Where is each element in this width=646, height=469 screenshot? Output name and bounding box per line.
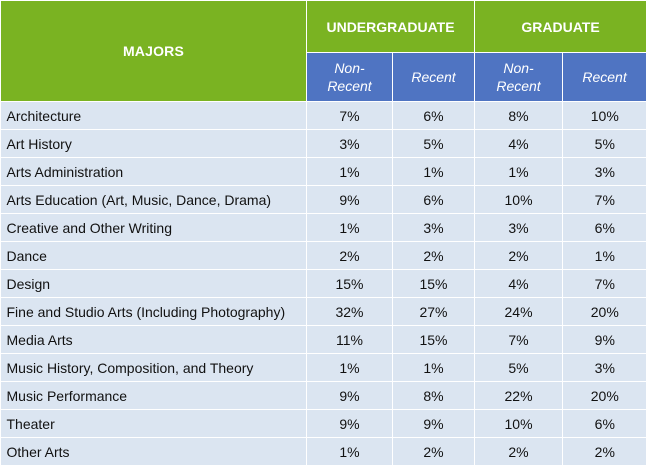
- table-row: Arts Education (Art, Music, Dance, Drama…: [0, 185, 646, 214]
- ug-recent-cell: 9%: [391, 409, 475, 438]
- grad-non-recent-header: Non- Recent: [474, 52, 564, 102]
- table-body: Architecture 7% 6% 8% 10% Art History 3%…: [0, 101, 646, 466]
- ug-non-recent-cell: 7%: [306, 101, 393, 130]
- ug-recent-cell: 5%: [391, 129, 475, 158]
- grad-recent-label: Recent: [582, 69, 627, 85]
- table-row: Fine and Studio Arts (Including Photogra…: [0, 297, 646, 326]
- grad-non-recent-cell: 3%: [474, 213, 563, 242]
- ug-recent-header: Recent: [391, 52, 476, 102]
- ug-recent-cell: 2%: [391, 241, 475, 270]
- ug-non-recent-cell: 11%: [306, 325, 393, 354]
- grad-recent-cell: 7%: [562, 185, 646, 214]
- ug-non-recent-header: Non- Recent: [306, 52, 393, 102]
- major-name-cell: Art History: [0, 129, 307, 158]
- grad-non-recent-cell: 22%: [474, 381, 563, 410]
- majors-column-header: MAJORS: [0, 0, 307, 102]
- grad-non-recent-cell: 2%: [474, 437, 563, 466]
- ug-non-recent-cell: 3%: [306, 129, 393, 158]
- table-row: Art History 3% 5% 4% 5%: [0, 129, 646, 158]
- table-row: Other Arts 1% 2% 2% 2%: [0, 437, 646, 466]
- header-row-groups: MAJORS UNDERGRADUATE GRADUATE: [0, 0, 646, 102]
- ug-non-recent-cell: 32%: [306, 297, 393, 326]
- major-name-cell: Dance: [0, 241, 307, 270]
- grad-non-recent-cell: 24%: [474, 297, 563, 326]
- table-row: Arts Administration 1% 1% 1% 3%: [0, 157, 646, 186]
- ug-recent-cell: 15%: [391, 269, 475, 298]
- grad-non-recent-cell: 10%: [474, 185, 563, 214]
- major-name-cell: Arts Administration: [0, 157, 307, 186]
- ug-non-recent-cell: 9%: [306, 409, 393, 438]
- major-name-cell: Media Arts: [0, 325, 307, 354]
- grad-non-recent-cell: 2%: [474, 241, 563, 270]
- ug-recent-cell: 6%: [391, 101, 475, 130]
- major-name-cell: Other Arts: [0, 437, 307, 466]
- major-name-cell: Music Performance: [0, 381, 307, 410]
- undergraduate-group-header: UNDERGRADUATE: [305, 0, 476, 53]
- table-row: Music Performance 9% 8% 22% 20%: [0, 381, 646, 410]
- ug-recent-cell: 27%: [391, 297, 475, 326]
- ug-recent-cell: 3%: [391, 213, 475, 242]
- grad-non-recent-cell: 7%: [474, 325, 563, 354]
- graduate-group-header: GRADUATE: [474, 0, 646, 53]
- grad-recent-cell: 3%: [562, 157, 646, 186]
- table-row: Architecture 7% 6% 8% 10%: [0, 101, 646, 130]
- grad-non-recent-label: Non- Recent: [496, 60, 541, 94]
- grad-recent-cell: 20%: [562, 381, 646, 410]
- grad-non-recent-cell: 1%: [474, 157, 563, 186]
- grad-non-recent-cell: 10%: [474, 409, 563, 438]
- grad-non-recent-cell: 8%: [474, 101, 563, 130]
- grad-recent-cell: 6%: [562, 409, 646, 438]
- grad-recent-cell: 20%: [562, 297, 646, 326]
- grad-recent-cell: 7%: [562, 269, 646, 298]
- major-name-cell: Music History, Composition, and Theory: [0, 353, 307, 382]
- grad-non-recent-cell: 4%: [474, 269, 563, 298]
- ug-recent-cell: 15%: [391, 325, 475, 354]
- major-name-cell: Fine and Studio Arts (Including Photogra…: [0, 297, 307, 326]
- ug-non-recent-cell: 2%: [306, 241, 393, 270]
- ug-non-recent-cell: 1%: [306, 213, 393, 242]
- ug-non-recent-cell: 15%: [306, 269, 393, 298]
- ug-non-recent-cell: 9%: [306, 381, 393, 410]
- grad-non-recent-cell: 4%: [474, 129, 563, 158]
- table-row: Dance 2% 2% 2% 1%: [0, 241, 646, 270]
- grad-recent-cell: 9%: [562, 325, 646, 354]
- ug-non-recent-label: Non- Recent: [327, 60, 372, 94]
- ug-recent-cell: 2%: [391, 437, 475, 466]
- ug-recent-label: Recent: [411, 69, 456, 85]
- ug-recent-cell: 1%: [391, 353, 475, 382]
- table-row: Theater 9% 9% 10% 6%: [0, 409, 646, 438]
- grad-recent-cell: 3%: [562, 353, 646, 382]
- header-row-subgroups: Non- Recent Recent Non- Recent Recent: [1, 52, 646, 102]
- ug-non-recent-cell: 1%: [306, 157, 393, 186]
- major-name-cell: Creative and Other Writing: [0, 213, 307, 242]
- major-name-cell: Design: [0, 269, 307, 298]
- ug-recent-cell: 8%: [391, 381, 475, 410]
- ug-recent-cell: 1%: [391, 157, 475, 186]
- table-row: Media Arts 11% 15% 7% 9%: [0, 325, 646, 354]
- table-row: Music History, Composition, and Theory 1…: [0, 353, 646, 382]
- table-row: Design 15% 15% 4% 7%: [0, 269, 646, 298]
- ug-non-recent-cell: 9%: [306, 185, 393, 214]
- major-name-cell: Arts Education (Art, Music, Dance, Drama…: [0, 185, 307, 214]
- major-name-cell: Architecture: [0, 101, 307, 130]
- grad-recent-header: Recent: [562, 52, 646, 102]
- grad-recent-cell: 6%: [562, 213, 646, 242]
- ug-non-recent-cell: 1%: [306, 437, 393, 466]
- major-name-cell: Theater: [0, 409, 307, 438]
- grad-non-recent-cell: 5%: [474, 353, 563, 382]
- grad-recent-cell: 5%: [562, 129, 646, 158]
- ug-recent-cell: 6%: [391, 185, 475, 214]
- table-row: Creative and Other Writing 1% 3% 3% 6%: [0, 213, 646, 242]
- table-header: MAJORS UNDERGRADUATE GRADUATE Non- Recen…: [0, 0, 646, 102]
- ug-non-recent-cell: 1%: [306, 353, 393, 382]
- grad-recent-cell: 1%: [562, 241, 646, 270]
- grad-recent-cell: 2%: [562, 437, 646, 466]
- grad-recent-cell: 10%: [562, 101, 646, 130]
